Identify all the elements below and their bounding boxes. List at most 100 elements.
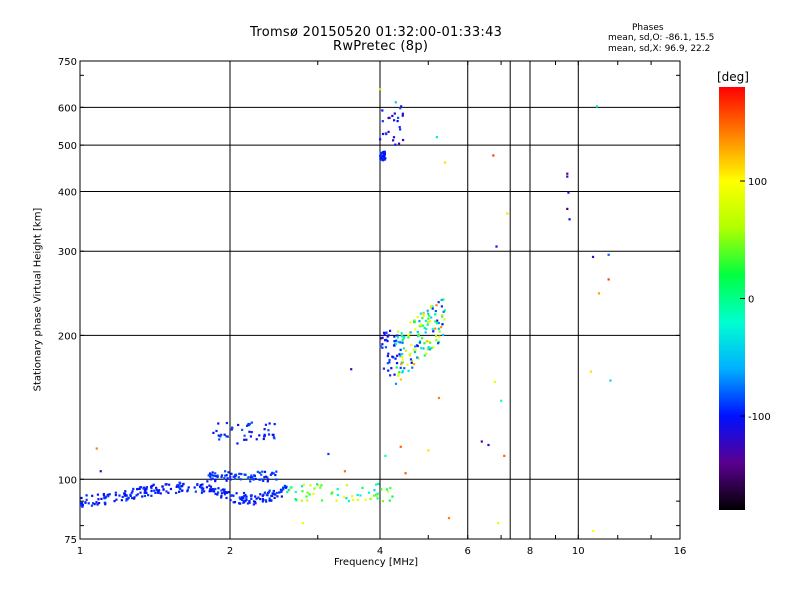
data-point: [419, 347, 423, 350]
data-point: [423, 354, 426, 357]
data-point: [434, 327, 437, 330]
data-point: [209, 478, 213, 481]
data-point: [217, 434, 220, 437]
data-point: [193, 486, 196, 489]
data-point: [336, 488, 339, 491]
data-point: [263, 470, 267, 473]
data-point: [409, 352, 412, 356]
data-point: [591, 255, 595, 259]
data-point: [254, 495, 257, 498]
data-point: [566, 207, 569, 211]
data-point: [260, 473, 263, 476]
data-point: [240, 472, 243, 476]
data-point: [496, 522, 500, 525]
data-point: [437, 327, 440, 330]
data-point: [422, 347, 425, 350]
data-point: [209, 475, 212, 478]
data-point: [381, 151, 384, 155]
data-point: [264, 423, 268, 426]
data-point: [379, 151, 382, 154]
data-point: [186, 490, 189, 493]
data-point: [250, 497, 253, 501]
data-point: [280, 490, 283, 494]
data-point: [388, 329, 392, 332]
data-point: [230, 428, 233, 431]
data-point: [421, 316, 424, 320]
data-point: [381, 500, 385, 503]
data-point: [217, 487, 220, 490]
data-point: [273, 496, 276, 500]
data-point: [418, 320, 421, 323]
data-point: [96, 503, 99, 506]
data-point: [306, 491, 309, 494]
data-point: [147, 494, 150, 497]
data-point: [207, 474, 210, 477]
x-tick-label: 1: [77, 546, 83, 557]
data-point: [432, 346, 435, 349]
data-point: [231, 427, 234, 430]
data-point: [225, 421, 228, 425]
data-point: [216, 491, 220, 494]
data-point: [178, 481, 181, 484]
data-point: [427, 314, 431, 317]
data-point: [255, 497, 258, 500]
data-point: [264, 499, 267, 502]
data-point: [164, 483, 168, 486]
data-point: [430, 346, 433, 350]
data-point: [95, 447, 98, 450]
data-point: [216, 475, 219, 479]
data-point: [429, 306, 433, 309]
data-point: [220, 474, 224, 477]
data-point: [133, 496, 136, 499]
data-point: [209, 485, 213, 488]
data-point: [268, 499, 271, 502]
data-point: [382, 153, 385, 156]
data-point: [376, 492, 379, 495]
data-point: [393, 112, 396, 115]
data-point: [167, 491, 170, 494]
data-point: [312, 492, 315, 496]
data-point: [156, 489, 160, 492]
data-point: [151, 484, 154, 487]
data-point: [381, 157, 385, 160]
y-tick-label: 600: [58, 103, 77, 114]
data-point: [268, 497, 271, 500]
data-point: [242, 501, 245, 504]
data-point: [404, 349, 408, 352]
data-point: [410, 343, 413, 347]
data-point: [201, 489, 204, 492]
data-point: [178, 490, 181, 493]
data-point: [442, 298, 445, 301]
data-point: [427, 346, 430, 349]
data-point: [85, 494, 88, 497]
data-point: [143, 491, 146, 494]
data-point: [127, 496, 130, 500]
data-point: [132, 487, 135, 491]
data-point: [381, 343, 384, 346]
data-point: [271, 471, 274, 474]
data-point: [426, 323, 429, 326]
data-point: [235, 492, 238, 495]
data-point: [425, 340, 428, 343]
data-point: [422, 312, 425, 315]
data-point: [441, 323, 444, 326]
data-point: [249, 480, 252, 483]
data-point: [136, 488, 139, 491]
data-point: [433, 313, 437, 316]
data-point: [372, 494, 376, 497]
data-point: [256, 470, 259, 473]
data-point: [404, 472, 407, 475]
data-point: [361, 486, 364, 490]
data-point: [412, 348, 416, 351]
colorbar-unit-label: [deg]: [717, 70, 749, 84]
data-point: [238, 472, 241, 475]
data-point: [231, 494, 234, 497]
data-point: [225, 496, 228, 500]
data-point: [427, 317, 430, 320]
data-point: [336, 493, 339, 497]
data-point: [254, 502, 257, 505]
x-tick-label: 6: [465, 546, 471, 557]
data-point: [108, 493, 111, 496]
data-point: [226, 435, 229, 438]
data-point: [232, 475, 235, 478]
